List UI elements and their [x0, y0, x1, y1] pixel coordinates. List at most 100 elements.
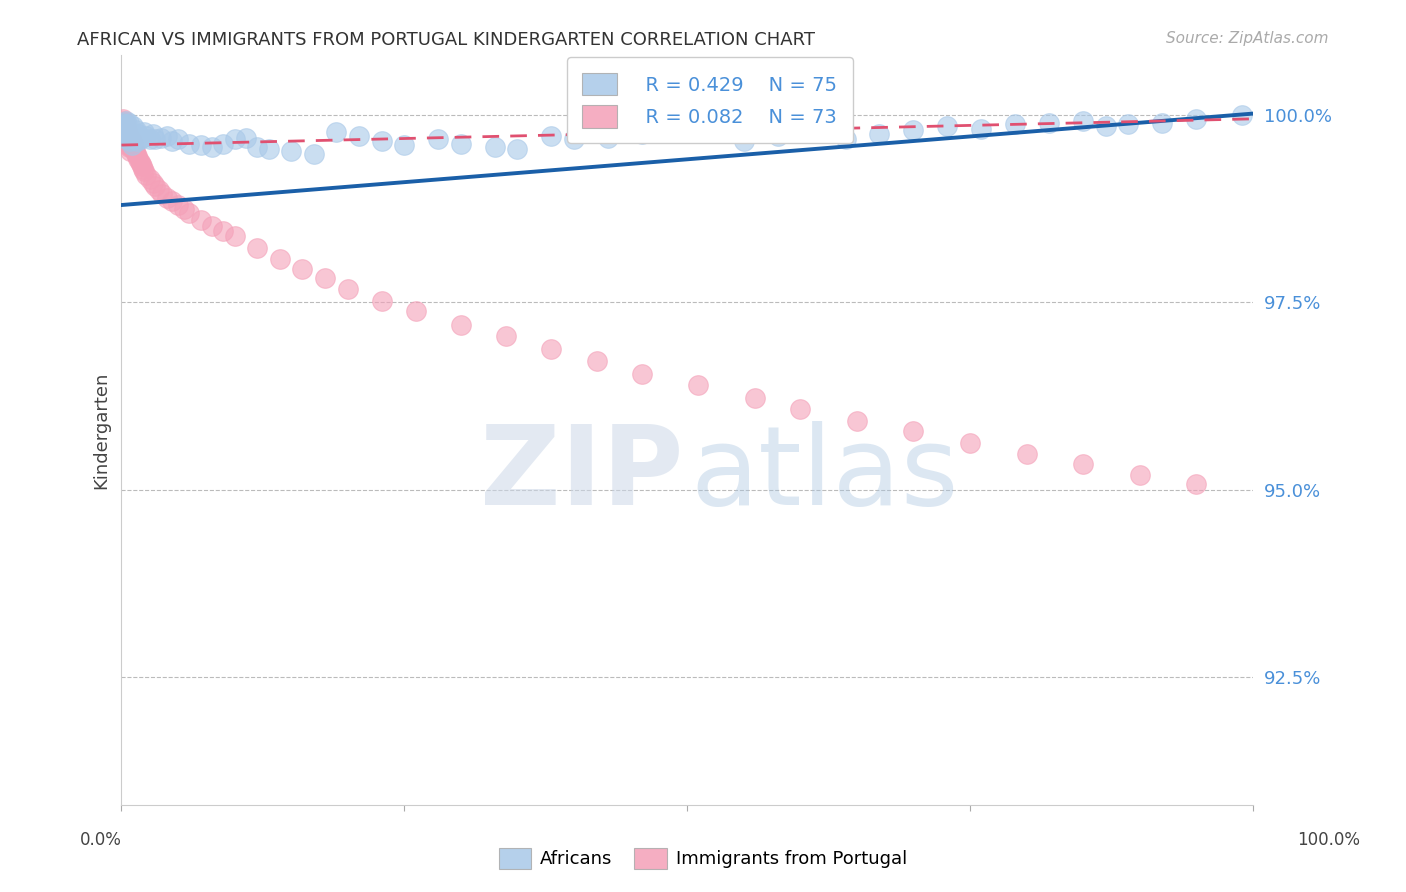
Point [1152, 115, 1174, 129]
Text: 0.0%: 0.0% [80, 831, 122, 849]
Point [201, 139, 224, 153]
Point [450, 136, 472, 151]
Point [179, 205, 201, 219]
Point [118, 115, 141, 129]
Point [970, 121, 993, 136]
Text: ZIP: ZIP [481, 421, 683, 528]
Point [117, 132, 139, 146]
Point [132, 125, 155, 139]
Point [190, 138, 212, 153]
Point [121, 134, 143, 148]
Point [135, 129, 157, 144]
Point [179, 136, 201, 151]
Point [115, 127, 138, 141]
Point [224, 229, 246, 244]
Point [142, 127, 165, 141]
Point [128, 132, 150, 146]
Point [115, 130, 138, 145]
Point [280, 144, 302, 158]
Point [132, 162, 155, 177]
Point [235, 130, 257, 145]
Point [484, 139, 506, 153]
Point [117, 132, 139, 146]
Point [246, 139, 269, 153]
Point [596, 130, 619, 145]
Point [869, 127, 891, 141]
Point [540, 129, 562, 144]
Point [156, 190, 179, 204]
Point [121, 127, 143, 141]
Point [131, 130, 153, 145]
Point [450, 318, 472, 332]
Point [150, 130, 173, 145]
Point [124, 129, 146, 144]
Point [111, 115, 134, 129]
Point [111, 117, 134, 131]
Point [129, 157, 152, 171]
Point [959, 436, 981, 450]
Point [246, 242, 269, 256]
Text: AFRICAN VS IMMIGRANTS FROM PORTUGAL KINDERGARTEN CORRELATION CHART: AFRICAN VS IMMIGRANTS FROM PORTUGAL KIND… [77, 31, 815, 49]
Point [903, 123, 925, 137]
Point [120, 134, 142, 148]
Point [120, 138, 142, 153]
Point [766, 129, 789, 144]
Point [135, 168, 157, 182]
Point [845, 414, 868, 428]
Point [115, 114, 138, 128]
Point [1015, 447, 1038, 461]
Point [125, 147, 148, 161]
Point [127, 152, 149, 166]
Point [125, 123, 148, 137]
Point [257, 142, 280, 156]
Point [495, 329, 517, 343]
Point [506, 142, 529, 156]
Point [127, 127, 149, 141]
Point [699, 121, 721, 136]
Point [121, 130, 143, 145]
Y-axis label: Kindergarten: Kindergarten [93, 371, 110, 489]
Point [117, 121, 139, 136]
Point [111, 112, 134, 126]
Point [370, 134, 392, 148]
Point [112, 123, 135, 137]
Point [269, 252, 291, 266]
Point [190, 213, 212, 227]
Point [121, 120, 143, 134]
Point [138, 132, 160, 146]
Point [118, 139, 141, 153]
Point [936, 120, 959, 134]
Point [114, 120, 136, 134]
Point [427, 132, 450, 146]
Point [1071, 457, 1094, 471]
Point [150, 186, 173, 201]
Point [127, 149, 149, 163]
Point [115, 123, 138, 137]
Point [302, 147, 325, 161]
Point [1094, 120, 1116, 134]
Point [167, 132, 190, 146]
Point [132, 164, 155, 178]
Point [744, 392, 766, 406]
Point [405, 304, 427, 318]
Point [118, 134, 141, 148]
Point [120, 132, 142, 146]
Point [145, 132, 167, 146]
Legend:   R = 0.429    N = 75,   R = 0.082    N = 73: R = 0.429 N = 75, R = 0.082 N = 73 [567, 57, 852, 143]
Point [142, 176, 165, 190]
Point [121, 142, 143, 156]
Point [562, 132, 585, 146]
Point [121, 138, 143, 153]
Point [122, 139, 145, 153]
Point [114, 123, 136, 137]
Point [145, 179, 167, 194]
Point [128, 154, 150, 169]
Point [138, 171, 160, 186]
Point [131, 159, 153, 173]
Point [162, 194, 184, 209]
Point [212, 224, 235, 238]
Point [733, 134, 755, 148]
Point [121, 136, 143, 151]
Point [224, 132, 246, 146]
Point [1185, 476, 1208, 491]
